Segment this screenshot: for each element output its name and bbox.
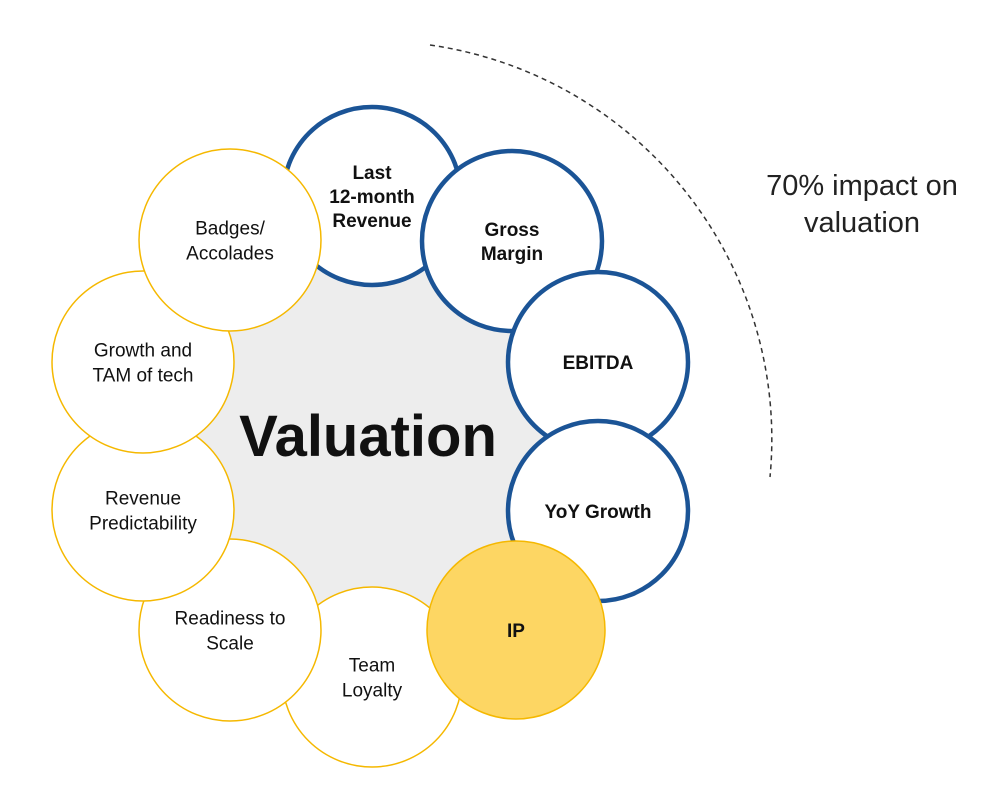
factor-label: Margin	[481, 244, 543, 265]
impact-arc	[429, 44, 773, 478]
factor-label: Team	[349, 656, 395, 677]
factor-revenue-predictability: Revenue Predictability	[51, 418, 235, 602]
factor-label: EBITDA	[563, 353, 634, 374]
factor-label: Last	[352, 163, 392, 184]
factor-label: YoY Growth	[545, 502, 652, 523]
factor-badges-accolades: Badges/Accolades	[138, 148, 322, 332]
factor-label: Readiness to	[175, 609, 286, 630]
factor-ip: IP	[426, 540, 606, 720]
center-title: Valuation	[239, 404, 497, 469]
impact-annotation-line-1: 70% impact on	[766, 170, 958, 202]
factor-label: Scale	[206, 634, 254, 655]
factor-label: Revenue	[332, 211, 411, 232]
impact-annotation-line-2: valuation	[804, 207, 920, 239]
factor-label: Accolades	[186, 244, 274, 265]
factor-label: Growth and	[94, 341, 192, 362]
factor-label: Gross	[485, 220, 540, 241]
factor-label: IP	[507, 621, 525, 642]
factor-label: Predictability	[89, 514, 197, 535]
factor-label: TAM of tech	[92, 366, 193, 387]
factor-label: 12-month	[329, 187, 415, 208]
factor-team-loyalty: Team Loyalty	[281, 586, 463, 768]
factor-label: Revenue	[105, 489, 181, 510]
factor-label: Loyalty	[342, 681, 403, 702]
factor-label: Badges/	[195, 219, 265, 240]
factor-circle	[138, 148, 322, 332]
factor-circle	[426, 540, 606, 720]
